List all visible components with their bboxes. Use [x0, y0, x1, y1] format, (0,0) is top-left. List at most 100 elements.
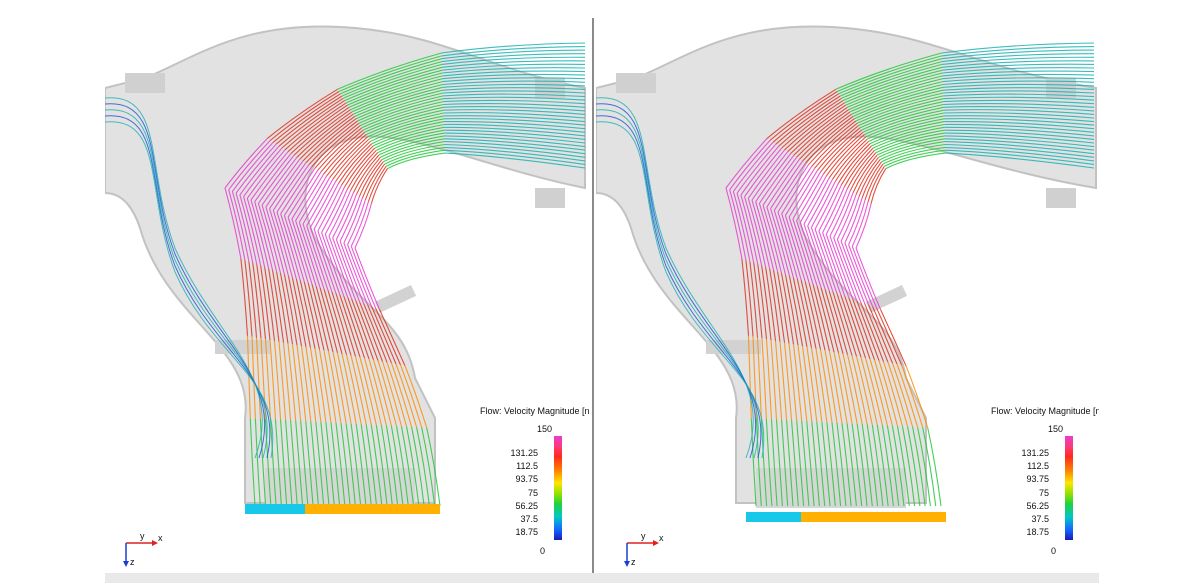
streamline-segment	[345, 69, 443, 104]
streamline-segment	[765, 267, 777, 341]
streamline-segment	[350, 201, 369, 247]
streamline-segment	[849, 81, 943, 113]
streamline-segment	[442, 60, 586, 68]
streamline-segment	[321, 232, 345, 297]
streamline-segment	[335, 194, 357, 240]
streamline-segment	[254, 201, 274, 271]
streamline-segment	[341, 61, 443, 97]
streamline-segment	[343, 242, 369, 306]
streamline-segment	[364, 163, 386, 201]
streamline-segment	[320, 422, 330, 507]
streamline-segment	[443, 123, 586, 133]
axis-triad-right: y x z	[621, 531, 666, 568]
streamline-segment	[784, 168, 815, 216]
streamline-segment	[788, 216, 810, 284]
legend-tick: 37.5	[520, 514, 538, 524]
streamline-segment	[371, 306, 397, 365]
streamline-segment	[841, 423, 852, 507]
velocity-legend-left: Flow: Velocity Magnitude [n 150 131.25 1…	[480, 406, 590, 556]
streamline-segment	[444, 146, 586, 162]
streamline-segment	[311, 122, 360, 167]
streamline-segment	[265, 206, 286, 275]
streamline-segment	[876, 135, 945, 156]
streamline-segment	[765, 339, 773, 420]
streamline-segment	[943, 109, 1095, 115]
streamline-segment	[283, 274, 298, 346]
streamline-segment	[848, 78, 943, 111]
streamline-recirculation	[105, 97, 263, 459]
streamline-segment	[745, 260, 754, 337]
streamline-segment	[770, 208, 791, 277]
legend-tick: 75	[527, 488, 538, 498]
legend-tick: 56.25	[515, 501, 538, 511]
streamline-segment	[309, 181, 337, 228]
streamline-segment	[942, 83, 1095, 88]
streamline-segment	[315, 286, 334, 353]
streamline-segment	[773, 210, 794, 278]
streamline-segment	[375, 129, 445, 151]
streamline-segment	[268, 268, 280, 342]
streamline-segment	[395, 426, 409, 507]
streamline-segment	[941, 53, 1095, 63]
streamline-segment	[345, 354, 362, 425]
legend-max: 150	[537, 424, 553, 434]
axis-z-label: z	[130, 557, 135, 567]
streamline-segment	[228, 140, 271, 191]
streamline-segment	[442, 90, 586, 94]
streamline-segment	[250, 151, 289, 201]
streamline-segment	[943, 118, 1095, 126]
streamline-segment	[773, 162, 807, 211]
streamline-segment	[875, 132, 945, 154]
streamline-segment	[287, 216, 309, 284]
streamline-segment	[441, 49, 586, 60]
streamline-segment	[836, 293, 858, 357]
streamline-segment	[272, 162, 307, 211]
streamline-segment	[869, 358, 888, 426]
legend-tick: 112.5	[1027, 461, 1049, 471]
velocity-legend-right: Flow: Velocity Magnitude [n 150 131.25 1…	[991, 406, 1099, 556]
streamline-segment	[943, 93, 1095, 98]
streamline-segment	[374, 126, 445, 149]
streamline-segment	[272, 93, 341, 143]
streamline-segment	[774, 340, 783, 421]
streamline-segment	[358, 95, 444, 124]
streamline-segment	[360, 424, 372, 507]
legend-title: Flow: Velocity Magnitude [n	[480, 406, 590, 416]
streamline-segment	[265, 158, 301, 208]
streamline-segment	[269, 419, 277, 507]
axis-triad-icon	[123, 540, 158, 567]
streamline-segment	[761, 338, 767, 420]
streamline-segment	[355, 156, 381, 195]
streamline-segment	[871, 424, 884, 507]
streamline-segment	[807, 225, 830, 291]
streamline-segment	[442, 80, 586, 86]
streamline-segment	[363, 357, 382, 426]
streamline-segment	[747, 335, 752, 419]
streamline-segment	[844, 198, 863, 244]
streamline-segment	[264, 339, 272, 420]
view-divider[interactable]	[592, 18, 594, 573]
legend-tick: 131.25	[510, 448, 538, 458]
streamline-segment	[332, 192, 354, 238]
streamline-segment	[836, 422, 847, 507]
streamline-segment	[287, 104, 348, 153]
streamline-segment	[421, 427, 436, 507]
streamline-segment	[300, 420, 309, 507]
streamline-segment	[372, 123, 445, 147]
streamline-segment	[250, 199, 270, 270]
streamline-segment	[840, 145, 872, 186]
streamline-segment	[326, 134, 367, 177]
streamline-segment	[862, 106, 944, 133]
streamline-segment	[329, 136, 368, 179]
streamline-segment	[806, 421, 815, 507]
streamline-segment	[231, 191, 250, 262]
streamline-segment	[375, 307, 402, 366]
streamline-segment	[942, 80, 1095, 86]
streamline-segment	[860, 357, 878, 426]
streamline-segment	[332, 351, 347, 424]
streamline-segment	[295, 220, 317, 287]
streamline-segment	[825, 234, 850, 298]
streamline-segment	[344, 147, 375, 188]
flow-view-right: Flow: Velocity Magnitude [n 150 131.25 1…	[596, 18, 1099, 573]
streamline-segment	[807, 179, 833, 226]
